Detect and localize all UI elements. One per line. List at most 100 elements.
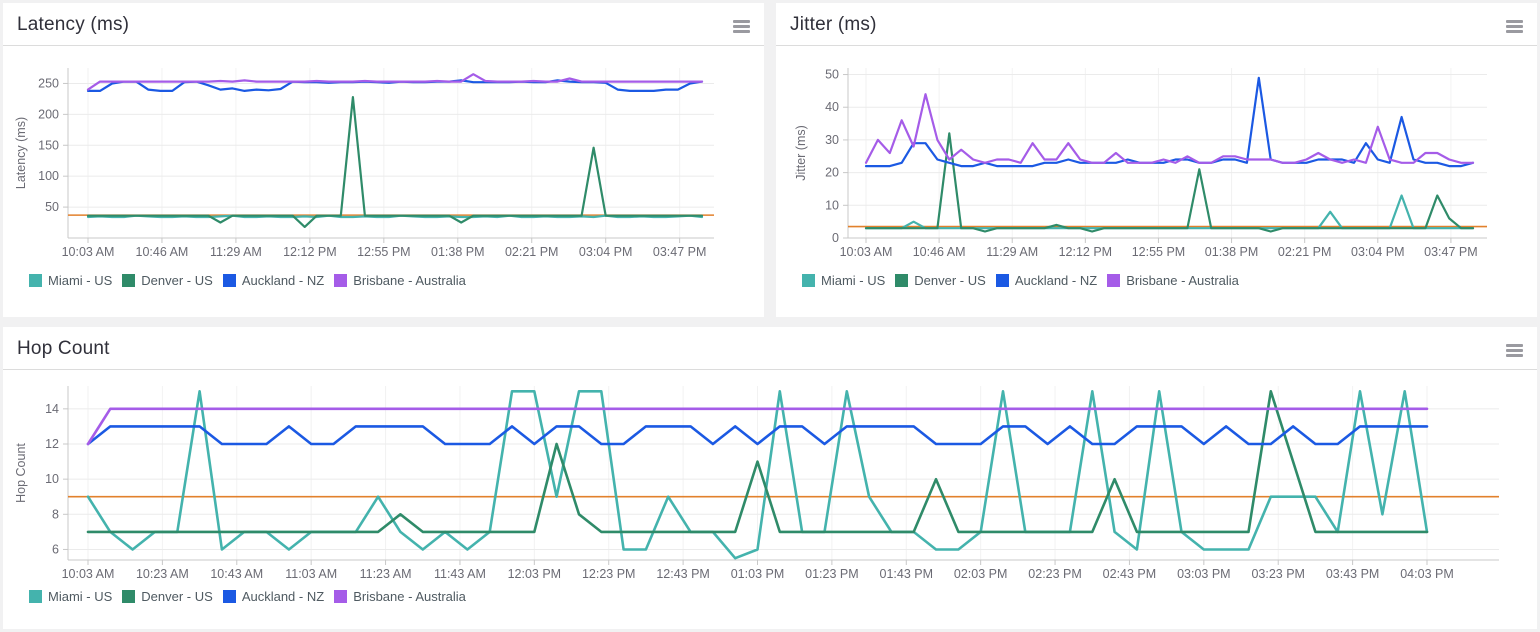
svg-text:40: 40 — [825, 100, 839, 114]
legend-label: Miami - US — [48, 273, 113, 288]
svg-text:12:55 PM: 12:55 PM — [1132, 245, 1186, 259]
legend-item[interactable]: Denver - US — [122, 589, 213, 604]
legend-color-swatch — [122, 274, 136, 287]
legend-label: Auckland - NZ — [1014, 273, 1098, 288]
hamburger-menu-icon[interactable] — [733, 20, 750, 35]
legend-label: Denver - US — [141, 589, 213, 604]
svg-text:Latency (ms): Latency (ms) — [14, 117, 28, 189]
svg-text:0: 0 — [832, 231, 839, 245]
jitter-chart-canvas[interactable]: 0 10 20 30 40 50 10:03 AM 10:46 AM 11:29 AM 12:12… — [776, 46, 1537, 268]
jitter-card: Jitter (ms) 0 10 20 30 40 50 10:03 AM 10:46 AM 1… — [776, 3, 1537, 317]
latency-card-title: Latency (ms) — [17, 14, 130, 35]
legend-color-swatch — [222, 590, 236, 603]
svg-text:Hop Count: Hop Count — [14, 443, 28, 503]
hamburger-menu-icon[interactable] — [1506, 20, 1523, 35]
svg-text:03:47 PM: 03:47 PM — [1424, 245, 1478, 259]
latency-chart-legend: Miami - US Denver - US Auckland - NZ Brisba… — [29, 273, 764, 288]
svg-text:50: 50 — [45, 200, 59, 214]
jitter-card-title: Jitter (ms) — [790, 14, 877, 35]
legend-color-swatch — [29, 590, 42, 603]
svg-text:6: 6 — [52, 542, 59, 556]
jitter-card-header: Jitter (ms) — [776, 3, 1537, 46]
svg-text:10:46 AM: 10:46 AM — [136, 245, 189, 259]
svg-text:10:03 AM: 10:03 AM — [840, 245, 893, 259]
svg-text:03:04 PM: 03:04 PM — [579, 245, 633, 259]
svg-text:11:43 AM: 11:43 AM — [434, 567, 486, 581]
top-row: Latency (ms) 50 100 150 200 250 10:03 AM 10:46… — [3, 3, 1537, 317]
svg-text:01:03 PM: 01:03 PM — [731, 567, 785, 581]
svg-text:8: 8 — [52, 507, 59, 521]
svg-text:150: 150 — [38, 138, 59, 152]
legend-item[interactable]: Denver - US — [122, 273, 213, 288]
hop-count-chart-legend: Miami - US Denver - US Auckland - NZ Brisba… — [29, 589, 1537, 604]
hop-count-card: Hop Count 6 8 10 12 14 10:03 AM 10:23 AM 10:43 … — [3, 327, 1537, 629]
legend-item[interactable]: Miami - US — [29, 589, 112, 604]
latency-card-header: Latency (ms) — [3, 3, 764, 46]
svg-text:10: 10 — [45, 472, 59, 486]
svg-text:10:23 AM: 10:23 AM — [136, 567, 189, 581]
svg-text:50: 50 — [825, 68, 839, 82]
svg-text:01:43 PM: 01:43 PM — [880, 567, 934, 581]
svg-text:12: 12 — [45, 437, 59, 451]
legend-item[interactable]: Brisbane - Australia — [334, 589, 466, 604]
jitter-chart-legend: Miami - US Denver - US Auckland - NZ Brisba… — [802, 273, 1537, 288]
legend-label: Brisbane - Australia — [353, 589, 466, 604]
svg-text:14: 14 — [45, 402, 59, 416]
svg-text:Jitter (ms): Jitter (ms) — [794, 125, 808, 181]
svg-text:11:03 AM: 11:03 AM — [285, 567, 337, 581]
svg-text:03:23 PM: 03:23 PM — [1251, 567, 1305, 581]
latency-chart-canvas[interactable]: 50 100 150 200 250 10:03 AM 10:46 AM 11:29 AM 12… — [3, 46, 764, 268]
svg-text:10:46 AM: 10:46 AM — [913, 245, 966, 259]
svg-text:30: 30 — [825, 133, 839, 147]
legend-item[interactable]: Brisbane - Australia — [1107, 273, 1239, 288]
latency-card: Latency (ms) 50 100 150 200 250 10:03 AM 10:46… — [3, 3, 764, 317]
legend-item[interactable]: Auckland - NZ — [995, 273, 1098, 288]
svg-text:11:29 AM: 11:29 AM — [986, 245, 1038, 259]
svg-text:11:29 AM: 11:29 AM — [210, 245, 262, 259]
legend-color-swatch — [1107, 274, 1121, 287]
legend-color-swatch — [334, 590, 348, 603]
svg-text:01:38 PM: 01:38 PM — [1205, 245, 1259, 259]
legend-item[interactable]: Miami - US — [802, 273, 885, 288]
svg-text:02:23 PM: 02:23 PM — [1028, 567, 1082, 581]
legend-color-swatch — [895, 274, 909, 287]
svg-text:01:23 PM: 01:23 PM — [805, 567, 859, 581]
legend-color-swatch — [334, 274, 348, 287]
hop-count-card-title: Hop Count — [17, 338, 110, 359]
legend-item[interactable]: Auckland - NZ — [222, 273, 325, 288]
svg-text:03:03 PM: 03:03 PM — [1177, 567, 1231, 581]
svg-text:200: 200 — [38, 107, 59, 121]
legend-label: Auckland - NZ — [241, 589, 325, 604]
legend-label: Denver - US — [141, 273, 213, 288]
legend-item[interactable]: Brisbane - Australia — [334, 273, 466, 288]
legend-label: Miami - US — [48, 589, 113, 604]
legend-label: Denver - US — [914, 273, 986, 288]
svg-text:01:38 PM: 01:38 PM — [431, 245, 485, 259]
legend-item[interactable]: Miami - US — [29, 273, 112, 288]
svg-text:10: 10 — [825, 198, 839, 212]
hop-count-chart-canvas[interactable]: 6 8 10 12 14 10:03 AM 10:23 AM 10:43 AM 11:03 AM… — [3, 370, 1537, 584]
legend-label: Auckland - NZ — [241, 273, 325, 288]
svg-text:12:12 PM: 12:12 PM — [1059, 245, 1113, 259]
svg-text:12:43 PM: 12:43 PM — [656, 567, 710, 581]
svg-text:03:04 PM: 03:04 PM — [1351, 245, 1405, 259]
legend-item[interactable]: Auckland - NZ — [222, 589, 325, 604]
hamburger-menu-icon[interactable] — [1506, 344, 1523, 359]
svg-text:20: 20 — [825, 166, 839, 180]
legend-color-swatch — [122, 590, 136, 603]
svg-text:12:12 PM: 12:12 PM — [283, 245, 337, 259]
svg-text:100: 100 — [38, 169, 59, 183]
svg-text:11:23 AM: 11:23 AM — [360, 567, 412, 581]
svg-text:12:03 PM: 12:03 PM — [508, 567, 562, 581]
svg-text:02:21 PM: 02:21 PM — [1278, 245, 1332, 259]
legend-label: Miami - US — [821, 273, 886, 288]
legend-item[interactable]: Denver - US — [895, 273, 986, 288]
svg-text:02:03 PM: 02:03 PM — [954, 567, 1008, 581]
svg-text:10:03 AM: 10:03 AM — [62, 567, 115, 581]
svg-text:03:43 PM: 03:43 PM — [1326, 567, 1380, 581]
svg-text:02:21 PM: 02:21 PM — [505, 245, 559, 259]
legend-color-swatch — [802, 274, 815, 287]
svg-text:250: 250 — [38, 76, 59, 90]
svg-text:12:23 PM: 12:23 PM — [582, 567, 636, 581]
